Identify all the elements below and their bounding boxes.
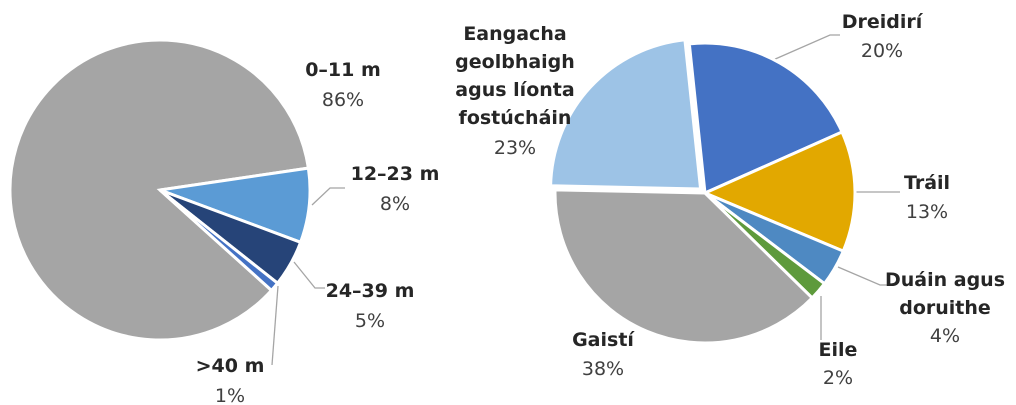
slice-value-label: 20% (860, 40, 904, 62)
leader-line (772, 34, 840, 61)
slice-value-label: 8% (379, 193, 411, 215)
leader-line (837, 266, 890, 286)
slice-value-label: 86% (321, 89, 365, 111)
pie-slice (549, 38, 703, 191)
slice-label: 0–11 m (305, 59, 381, 81)
pie-slice (553, 188, 815, 345)
slice-value-label: 13% (905, 201, 949, 223)
slice-label: Eile (818, 339, 858, 361)
slice-value-label: 1% (214, 385, 246, 405)
slice-label: Gaistí (572, 329, 634, 351)
slice-value-label: 5% (354, 310, 386, 332)
slice-label: 12–23 m (350, 163, 440, 185)
slice-label: Dreidirí (841, 11, 923, 33)
slice-value-label: 2% (822, 367, 854, 389)
slice-value-label: 4% (929, 325, 961, 347)
slice-label: >40 m (195, 355, 265, 377)
pie-slice (8, 38, 311, 342)
pie-slice (687, 41, 845, 196)
slice-label: Duáin agus doruithe (884, 269, 1006, 319)
slice-value-label: 23% (493, 137, 537, 159)
leader-line (293, 261, 325, 289)
pie-slice (701, 130, 857, 254)
slice-label: Eangacha geolbhaigh agus líonta fostúchá… (455, 23, 575, 129)
leader-line (311, 187, 345, 206)
slice-value-label: 38% (581, 358, 625, 380)
slice-label: 24–39 m (325, 280, 415, 302)
slice-label: Tráil (903, 172, 951, 194)
pie-slice (158, 188, 280, 293)
leader-line (271, 285, 279, 366)
leader-lines (271, 34, 900, 366)
